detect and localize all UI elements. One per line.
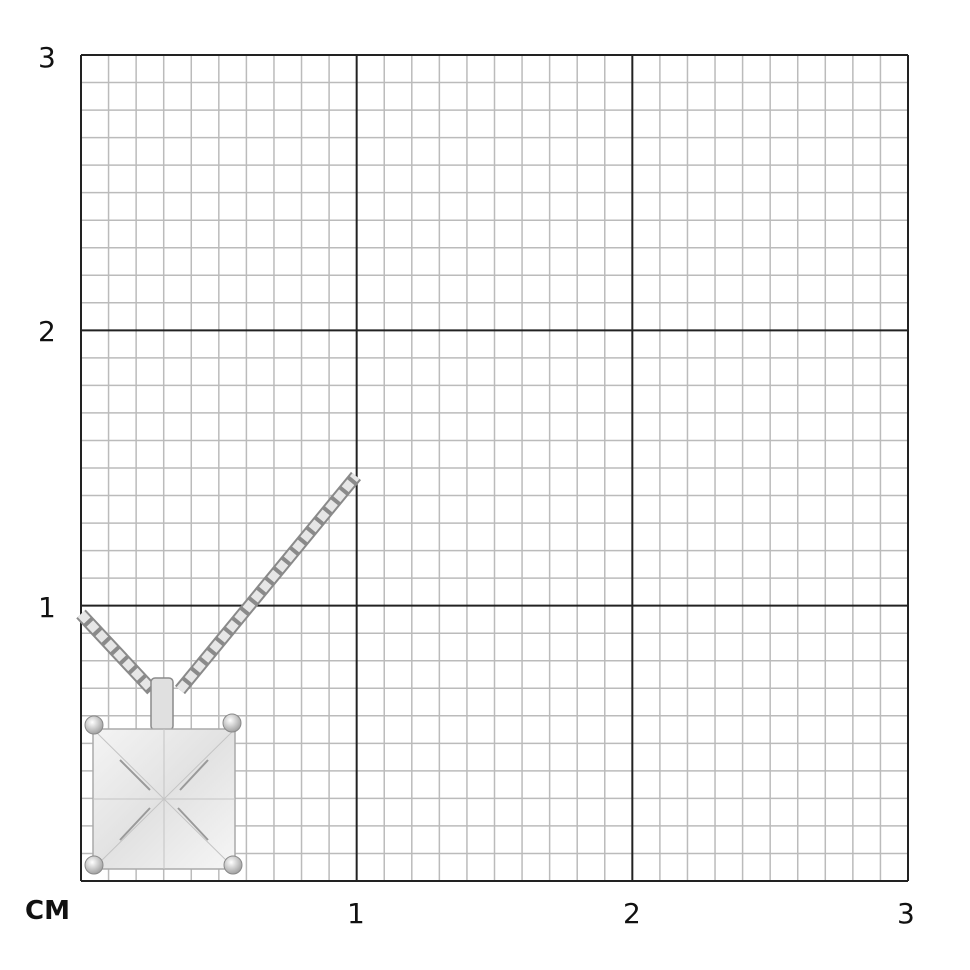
bail (150, 677, 174, 731)
y-tick-label: 3 (38, 41, 56, 74)
major-gridlines (80, 54, 909, 882)
unit-label: CM (25, 896, 70, 926)
chain (76, 471, 362, 695)
y-tick-label: 1 (38, 591, 56, 624)
pendant-image (76, 471, 362, 875)
y-tick-label: 2 (38, 315, 56, 348)
diamond-stone (92, 728, 236, 870)
prongs (84, 713, 243, 875)
x-tick-label: 1 (347, 897, 365, 930)
x-tick-label: 2 (623, 897, 641, 930)
x-tick-label: 3 (897, 897, 915, 930)
